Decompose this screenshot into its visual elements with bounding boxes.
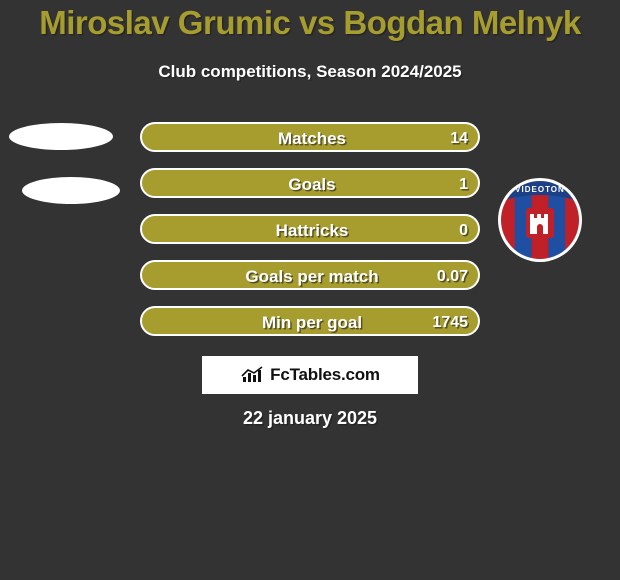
placeholder-ellipse [22,177,120,204]
comparison-infographic: Miroslav Grumic vs Bogdan Melnyk Club co… [0,0,620,580]
stat-bar: Matches14 [140,122,480,152]
crest-icon: VIDEOTON [498,178,582,262]
branding-text: FcTables.com [270,365,380,385]
generation-date: 22 january 2025 [0,408,620,429]
crest-text: VIDEOTON [515,185,565,194]
chart-icon [240,366,264,384]
stat-bar: Goals per match0.07 [140,260,480,290]
stat-bar: Min per goal1745 [140,306,480,336]
placeholder-ellipse [9,123,113,150]
stat-bar: Goals1 [140,168,480,198]
stat-value-right: 0.07 [437,262,468,292]
stat-value-right: 14 [450,124,468,154]
stat-value-right: 1745 [432,308,468,338]
team-crest: VIDEOTON [498,178,582,262]
stat-label: Goals [142,170,482,200]
fctables-branding: FcTables.com [202,356,418,394]
stat-label: Matches [142,124,482,154]
stat-bar: Hattricks0 [140,214,480,244]
stat-value-right: 1 [459,170,468,200]
stat-label: Hattricks [142,216,482,246]
stat-label: Goals per match [142,262,482,292]
stat-value-right: 0 [459,216,468,246]
subtitle: Club competitions, Season 2024/2025 [0,62,620,82]
stat-label: Min per goal [142,308,482,338]
page-title: Miroslav Grumic vs Bogdan Melnyk [0,4,620,42]
